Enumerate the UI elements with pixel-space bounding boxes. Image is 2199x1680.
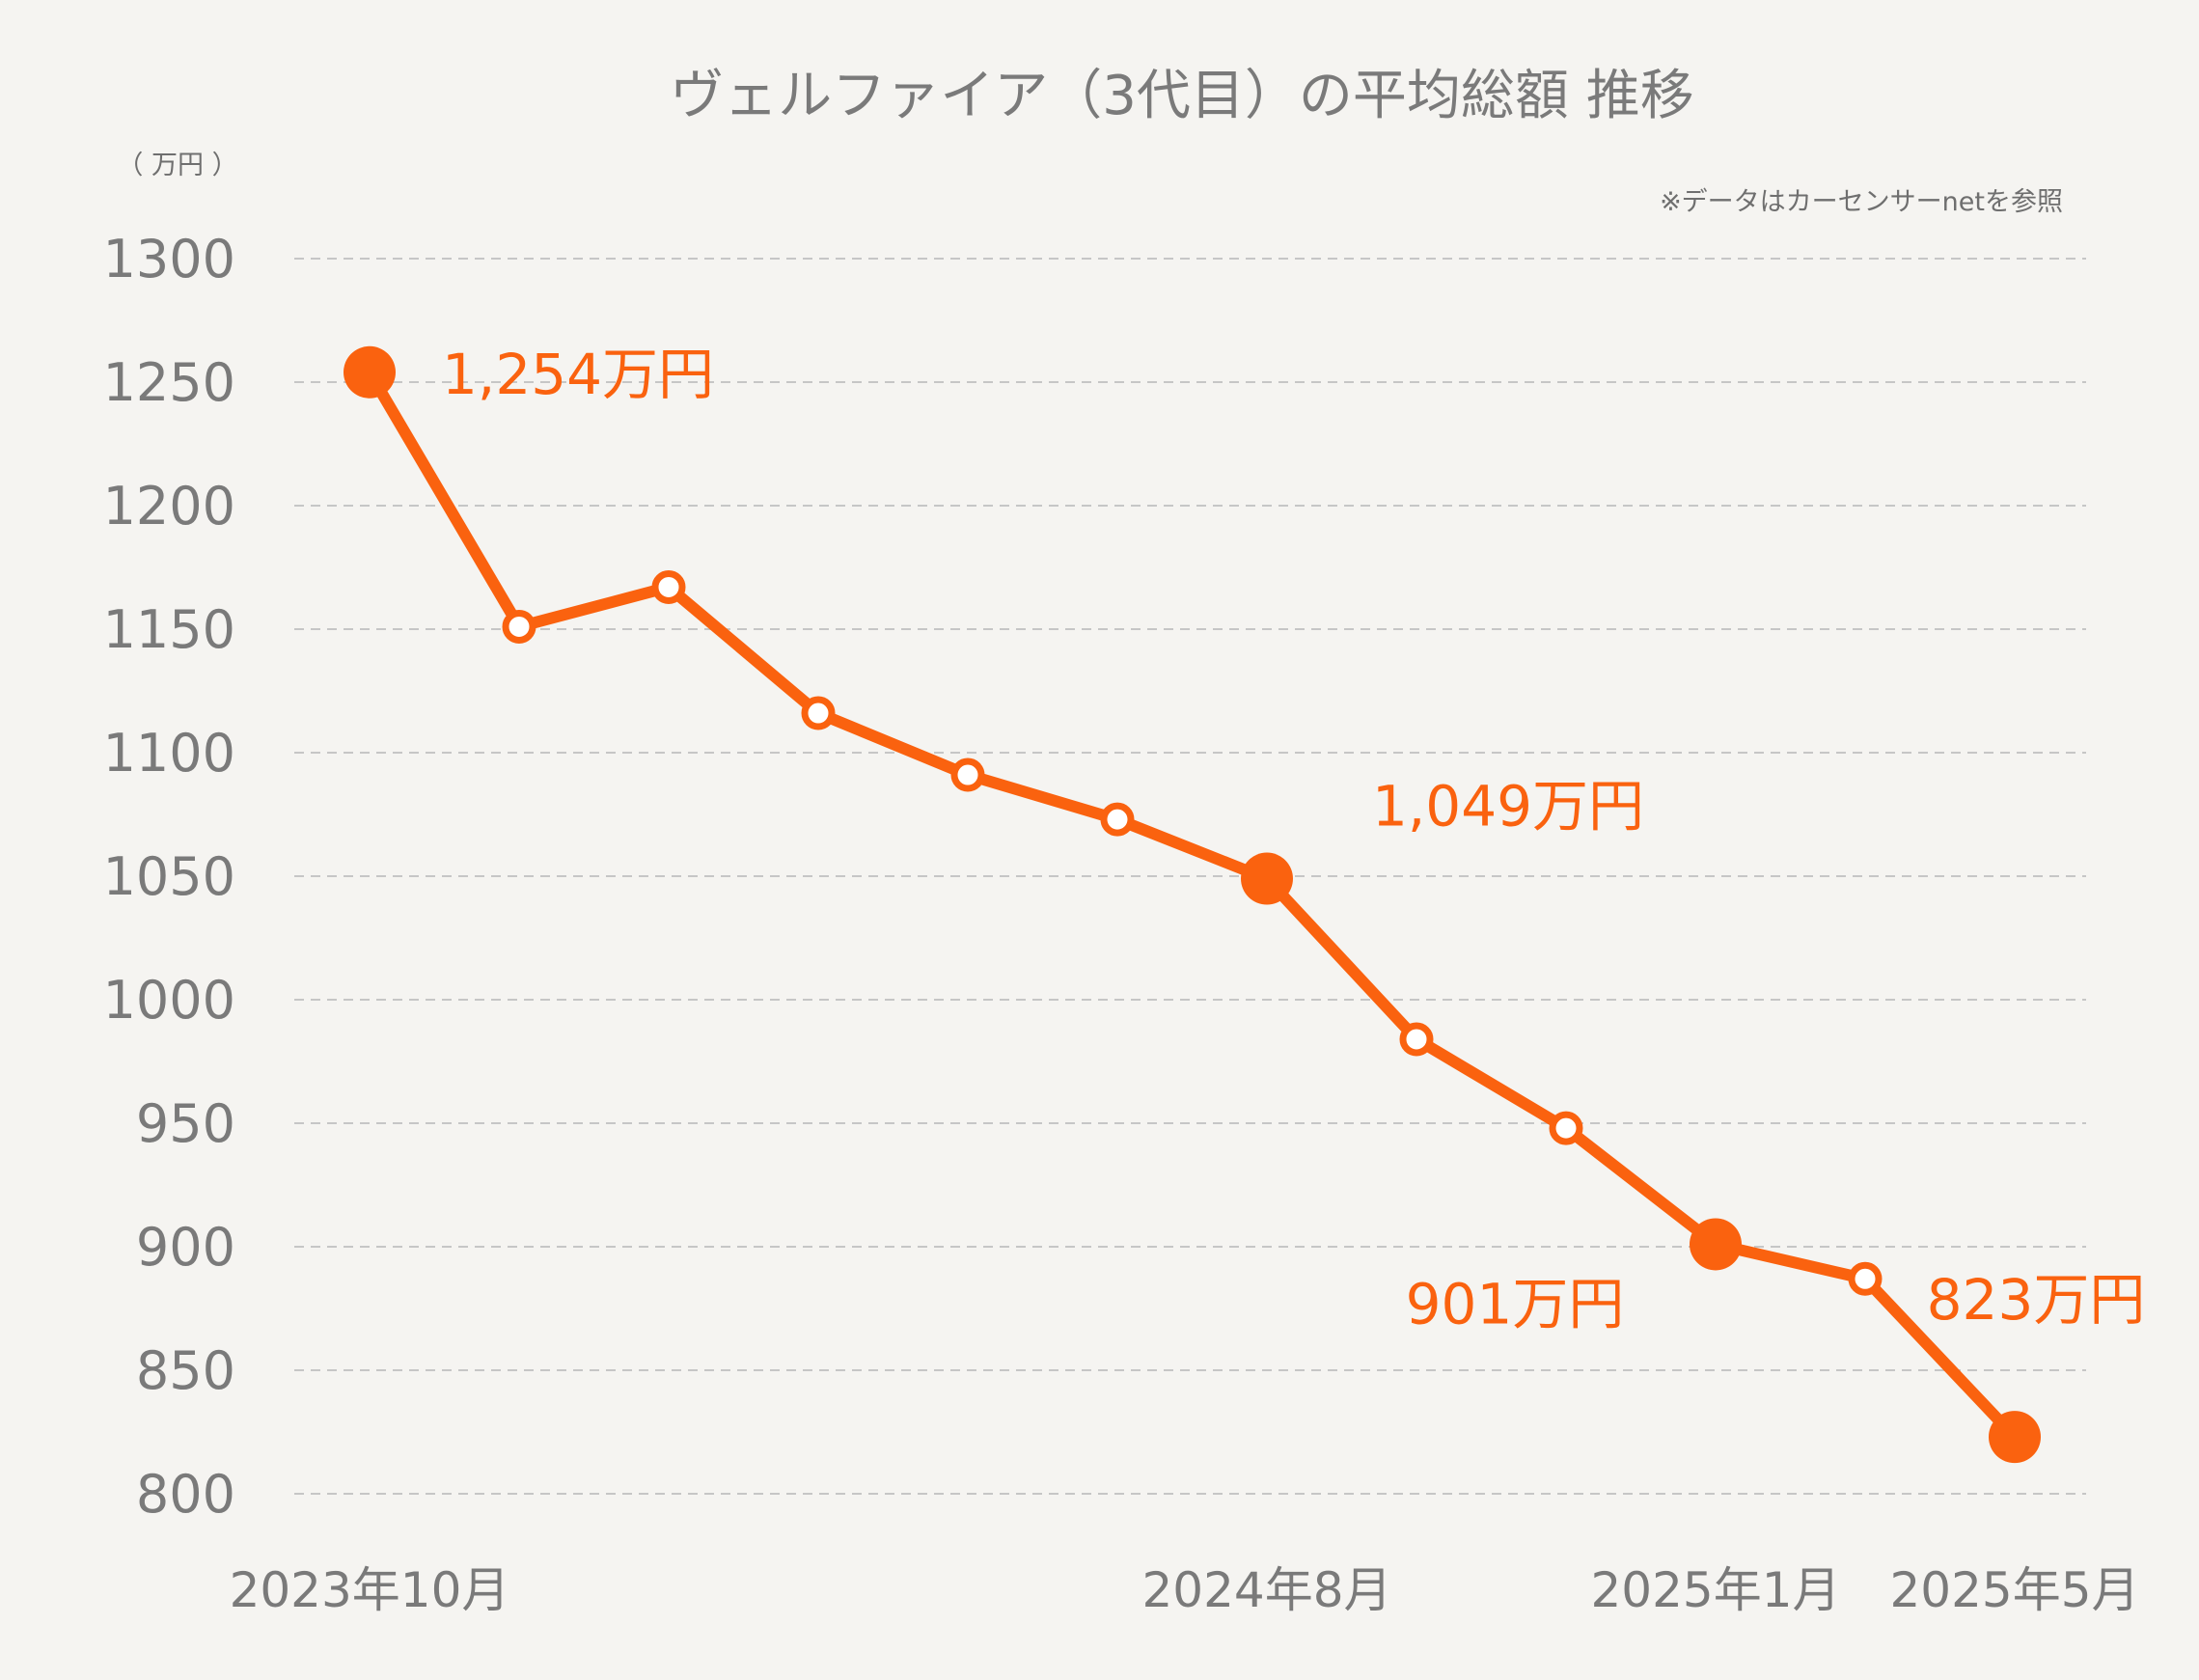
data-label: 823万円 — [1927, 1267, 2146, 1333]
data-point — [801, 696, 836, 730]
data-labels: 1,254万円 1,049万円 901万円 823万円 — [442, 342, 2145, 1337]
data-points — [344, 345, 2041, 1464]
y-tick-label: 1100 — [103, 723, 235, 784]
x-tick-label: 2024年8月 — [1141, 1562, 1391, 1618]
data-point — [1100, 802, 1135, 837]
data-label: 901万円 — [1406, 1271, 1625, 1336]
y-tick-label: 1150 — [103, 599, 235, 660]
y-tick-label: 950 — [136, 1093, 235, 1154]
x-tick-label: 2025年1月 — [1590, 1562, 1840, 1618]
series-line — [364, 366, 2020, 1444]
data-point-highlight — [1989, 1411, 2041, 1464]
data-point — [502, 609, 536, 644]
y-tick-label: 1250 — [103, 352, 235, 413]
y-tick-label: 1200 — [103, 476, 235, 537]
x-tick-label: 2023年10月 — [230, 1562, 510, 1618]
data-label: 1,254万円 — [442, 342, 714, 407]
series-line-group — [364, 366, 2020, 1444]
data-point-highlight — [344, 345, 396, 399]
y-tick-label: 1000 — [103, 970, 235, 1031]
data-point — [1848, 1261, 1883, 1296]
data-point — [651, 569, 686, 604]
y-axis-ticks: 1300 1250 1200 1150 1100 1050 1000 950 900 850 800 — [103, 229, 235, 1525]
data-point — [950, 757, 985, 792]
data-point — [1549, 1111, 1583, 1145]
chart-title: ヴェルファイア（3代目）の平均総額 推移 — [670, 65, 1693, 127]
data-point-highlight — [1690, 1218, 1742, 1271]
source-note: ※データはカーセンサーnetを参照 — [1660, 187, 2063, 217]
y-tick-label: 850 — [136, 1340, 235, 1401]
y-tick-label: 1050 — [103, 846, 235, 907]
x-axis-ticks: 2023年10月 2024年8月 2025年1月 2025年5月 — [230, 1562, 2140, 1618]
y-tick-label: 1300 — [103, 229, 235, 289]
y-tick-label: 900 — [136, 1217, 235, 1278]
data-label: 1,049万円 — [1372, 774, 1644, 840]
data-point — [1399, 1022, 1434, 1057]
y-tick-label: 800 — [136, 1464, 235, 1525]
gridlines — [294, 258, 2086, 1495]
data-point-highlight — [1241, 852, 1293, 905]
y-axis-unit: （ 万円 ） — [117, 151, 237, 180]
x-tick-label: 2025年5月 — [1889, 1562, 2139, 1618]
